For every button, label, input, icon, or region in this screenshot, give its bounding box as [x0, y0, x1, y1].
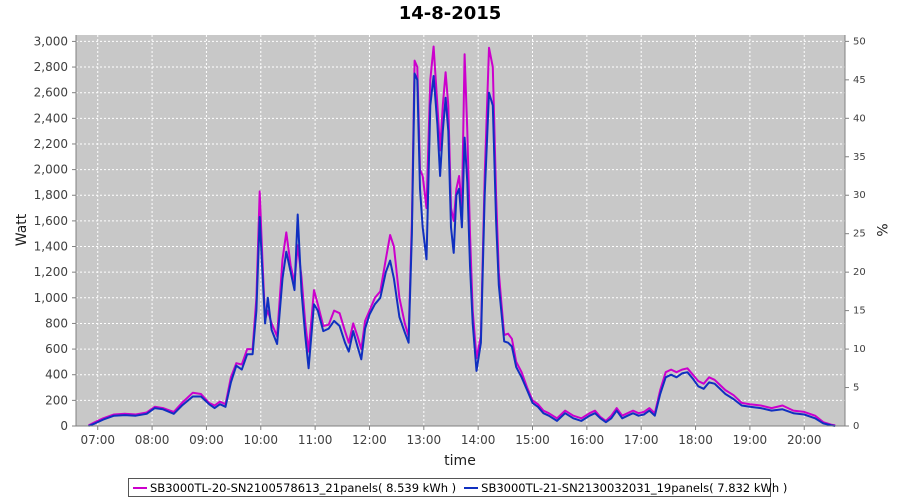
y2-axis-title: % — [873, 223, 889, 236]
y-tick-label: 1,200 — [34, 265, 68, 279]
y-tick-label: 600 — [45, 342, 68, 356]
y2-tick-label: 25 — [853, 229, 866, 240]
y2-tick-label: 0 — [853, 421, 859, 432]
axes: 02004006008001,0001,2001,4001,6001,8002,… — [34, 34, 866, 447]
plot-area — [76, 35, 845, 426]
x-tick-label: 08:00 — [135, 433, 170, 447]
x-tick-label: 16:00 — [570, 433, 605, 447]
series-line-2 — [88, 72, 836, 427]
y2-tick-label: 30 — [853, 190, 866, 201]
legend-item-series-2: SB3000TL-21-SN2130032031_19panels( 7.832… — [464, 481, 787, 495]
legend-swatch-series-2 — [464, 486, 479, 489]
y-tick-label: 1,000 — [34, 291, 68, 305]
y-tick-label: 1,600 — [34, 214, 68, 228]
x-tick-label: 07:00 — [80, 433, 115, 447]
legend: SB3000TL-20-SN2100578613_21panels( 8.539… — [128, 478, 787, 497]
x-tick-label: 19:00 — [733, 433, 768, 447]
y2-tick-label: 50 — [853, 36, 866, 47]
x-tick-label: 15:00 — [515, 433, 550, 447]
y-tick-label: 2,400 — [34, 111, 68, 125]
y-tick-label: 2,000 — [34, 163, 68, 177]
x-tick-label: 11:00 — [298, 433, 333, 447]
x-tick-label: 12:00 — [352, 433, 387, 447]
x-tick-label: 10:00 — [243, 433, 278, 447]
legend-label-series-1: SB3000TL-20-SN2100578613_21panels( 8.539… — [150, 480, 457, 495]
y2-tick-label: 5 — [853, 383, 859, 394]
y-tick-label: 800 — [45, 316, 68, 330]
y2-tick-label: 45 — [853, 75, 866, 86]
y-axis-title: Watt — [14, 213, 30, 246]
y-tick-label: 2,800 — [34, 60, 68, 74]
y2-tick-label: 10 — [853, 344, 866, 355]
y2-tick-label: 35 — [853, 152, 866, 163]
x-tick-label: 18:00 — [678, 433, 713, 447]
y-tick-label: 400 — [45, 368, 68, 382]
x-tick-label: 13:00 — [407, 433, 442, 447]
series-lines — [88, 45, 836, 427]
y2-tick-label: 15 — [853, 306, 866, 317]
x-tick-label: 17:00 — [624, 433, 659, 447]
y-tick-label: 0 — [60, 419, 68, 433]
series-line-1 — [88, 45, 836, 427]
x-tick-label: 20:00 — [787, 433, 822, 447]
legend-swatch-series-1 — [133, 486, 147, 489]
y-tick-label: 200 — [45, 393, 68, 407]
y-tick-label: 2,600 — [34, 86, 68, 100]
y2-tick-label: 20 — [853, 267, 866, 278]
x-axis-title: time — [444, 453, 476, 469]
x-tick-label: 14:00 — [461, 433, 496, 447]
legend-label-series-2: SB3000TL-21-SN2130032031_19panels( 7.832… — [481, 480, 788, 495]
y-tick-label: 2,200 — [34, 137, 68, 151]
chart-title: 14-8-2015 — [398, 3, 502, 24]
y2-tick-label: 40 — [853, 113, 866, 124]
y-tick-label: 1,400 — [34, 240, 68, 254]
y-tick-label: 1,800 — [34, 188, 68, 202]
x-tick-label: 09:00 — [189, 433, 224, 447]
y-tick-label: 3,000 — [34, 34, 68, 48]
legend-item-series-1: SB3000TL-20-SN2100578613_21panels( 8.539… — [133, 481, 456, 495]
